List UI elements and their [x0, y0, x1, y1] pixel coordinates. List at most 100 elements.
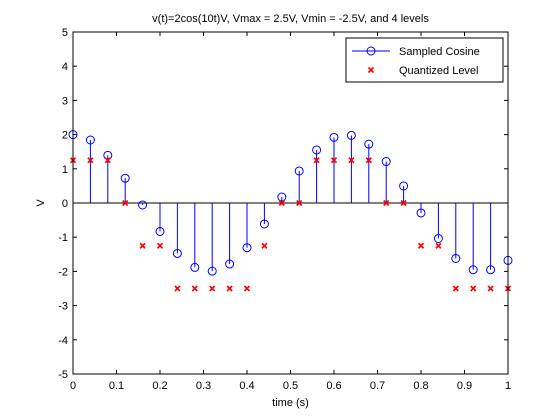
quantized-x-marker [243, 285, 251, 292]
stem-circle-marker [277, 192, 287, 202]
quantized-x-marker [174, 285, 181, 292]
x-tick-label: 0.3 [196, 380, 211, 392]
stem-circle-marker [399, 181, 409, 191]
x-tick-label: 0.6 [326, 380, 341, 392]
stem-circle-marker [85, 135, 95, 145]
chart-title: v(t)=2cos(10t)V, Vmax = 2.5V, Vmin = -2.… [152, 13, 429, 25]
quantized-x-marker [191, 285, 198, 292]
x-tick-label: 0.4 [239, 380, 254, 392]
x-marker-stroke [174, 285, 181, 292]
x-marker-stroke [400, 199, 407, 207]
stem-circle-marker [381, 157, 391, 167]
y-axis-label: V [35, 199, 47, 207]
x-marker-stroke [383, 199, 390, 207]
y-tick-labels: 5 4 3 2 1 0 -1 -2 -3 -4 -5 [58, 27, 68, 381]
quantized-x-marker [417, 242, 425, 249]
legend-sampled-circle-marker [366, 46, 376, 56]
x-marker-stroke [296, 199, 303, 207]
quantized-x-marker [435, 242, 442, 249]
y-tick-label: 0 [62, 198, 68, 210]
x-tick-label: 1 [505, 380, 511, 392]
stem-circle-marker [312, 145, 322, 155]
x-marker-stroke [452, 285, 459, 292]
quantized-x-marker [122, 199, 129, 207]
x-marker-stroke [209, 285, 216, 292]
y-tick-label: 4 [62, 61, 68, 73]
x-marker-stroke [156, 242, 164, 249]
quantized-x-marker [330, 157, 338, 164]
stem-circle-marker [225, 259, 235, 269]
stem-circle-marker [433, 233, 443, 243]
stem-circle-marker [468, 265, 478, 275]
quantized-x-marker [139, 242, 146, 249]
quantized-x-marker [104, 157, 111, 164]
quantized-x-marker [348, 157, 355, 164]
stem-circle-marker [207, 266, 217, 276]
x-tick-labels: 0 0.1 0.2 0.3 0.4 0.5 0.6 0.7 0.8 0.9 1 [70, 380, 511, 392]
x-tick-label: 0.1 [109, 380, 124, 392]
y-tick-label: 3 [62, 95, 68, 107]
legend-x-stroke [367, 66, 375, 74]
x-marker-stroke [330, 157, 338, 164]
y-tick-label: 1 [62, 164, 68, 176]
x-tick-label: 0.5 [283, 380, 298, 392]
quantized-x-marker [209, 285, 216, 292]
quantized-x-marker [296, 199, 303, 207]
x-marker-stroke [122, 199, 129, 207]
x-marker-stroke [348, 157, 355, 164]
x-marker-stroke [226, 285, 233, 292]
x-marker-stroke [417, 242, 425, 249]
y-tick-label: -2 [58, 266, 68, 278]
y-tick-label: -4 [58, 335, 68, 347]
stem-circle-marker [364, 139, 374, 149]
quantized-x-marker [313, 157, 320, 164]
x-axis-label: time (s) [272, 397, 309, 409]
x-marker-stroke [435, 242, 442, 249]
y-tick-label: 5 [62, 27, 68, 39]
stem-circle-marker [346, 130, 356, 140]
quantized-level-markers [69, 157, 512, 292]
x-marker-stroke [243, 285, 251, 292]
x-tick-label: 0.8 [413, 380, 428, 392]
stem-circle-marker [416, 208, 426, 218]
x-marker-stroke [470, 285, 477, 292]
y-tick-label: -5 [58, 369, 68, 381]
legend-quantized-x-marker [367, 66, 375, 74]
legend-label-quantized-level: Quantized Level [399, 65, 479, 77]
x-marker-stroke [191, 285, 198, 292]
sampled-cosine-stems [68, 130, 513, 276]
stem-circle-marker [329, 132, 339, 142]
x-tick-label: 0 [70, 380, 76, 392]
stem-circle-marker [242, 243, 252, 253]
x-tick-label: 0.9 [457, 380, 472, 392]
stem-circle-marker [294, 166, 304, 176]
quantized-x-marker [452, 285, 459, 292]
stem-circle-marker [138, 200, 148, 210]
x-marker-stroke [313, 157, 320, 164]
quantized-x-marker [87, 157, 94, 164]
x-marker-stroke [261, 242, 268, 249]
y-tick-label: -3 [58, 301, 68, 313]
legend-box [345, 37, 504, 83]
x-marker-stroke [487, 285, 494, 292]
stem-circle-marker [451, 253, 461, 263]
stem-circle-marker [155, 226, 165, 236]
quantized-x-marker [383, 199, 390, 207]
stem-circle-marker [190, 262, 200, 272]
stem-circle-marker [172, 248, 182, 258]
x-marker-stroke [278, 199, 285, 207]
x-marker-stroke [365, 157, 372, 164]
x-marker-stroke [139, 242, 146, 249]
x-tick-label: 0.2 [152, 380, 167, 392]
x-tick-label: 0.7 [370, 380, 385, 392]
axes-frame [72, 31, 509, 375]
legend: Sampled Cosine Quantized Level [345, 37, 504, 83]
quantized-x-marker [278, 199, 285, 207]
quantized-x-marker [487, 285, 494, 292]
x-marker-stroke [87, 157, 94, 164]
quantized-x-marker [156, 242, 164, 249]
legend-label-sampled-cosine: Sampled Cosine [399, 46, 480, 58]
stem-circle-marker [120, 173, 130, 183]
quantized-x-marker [261, 242, 268, 249]
